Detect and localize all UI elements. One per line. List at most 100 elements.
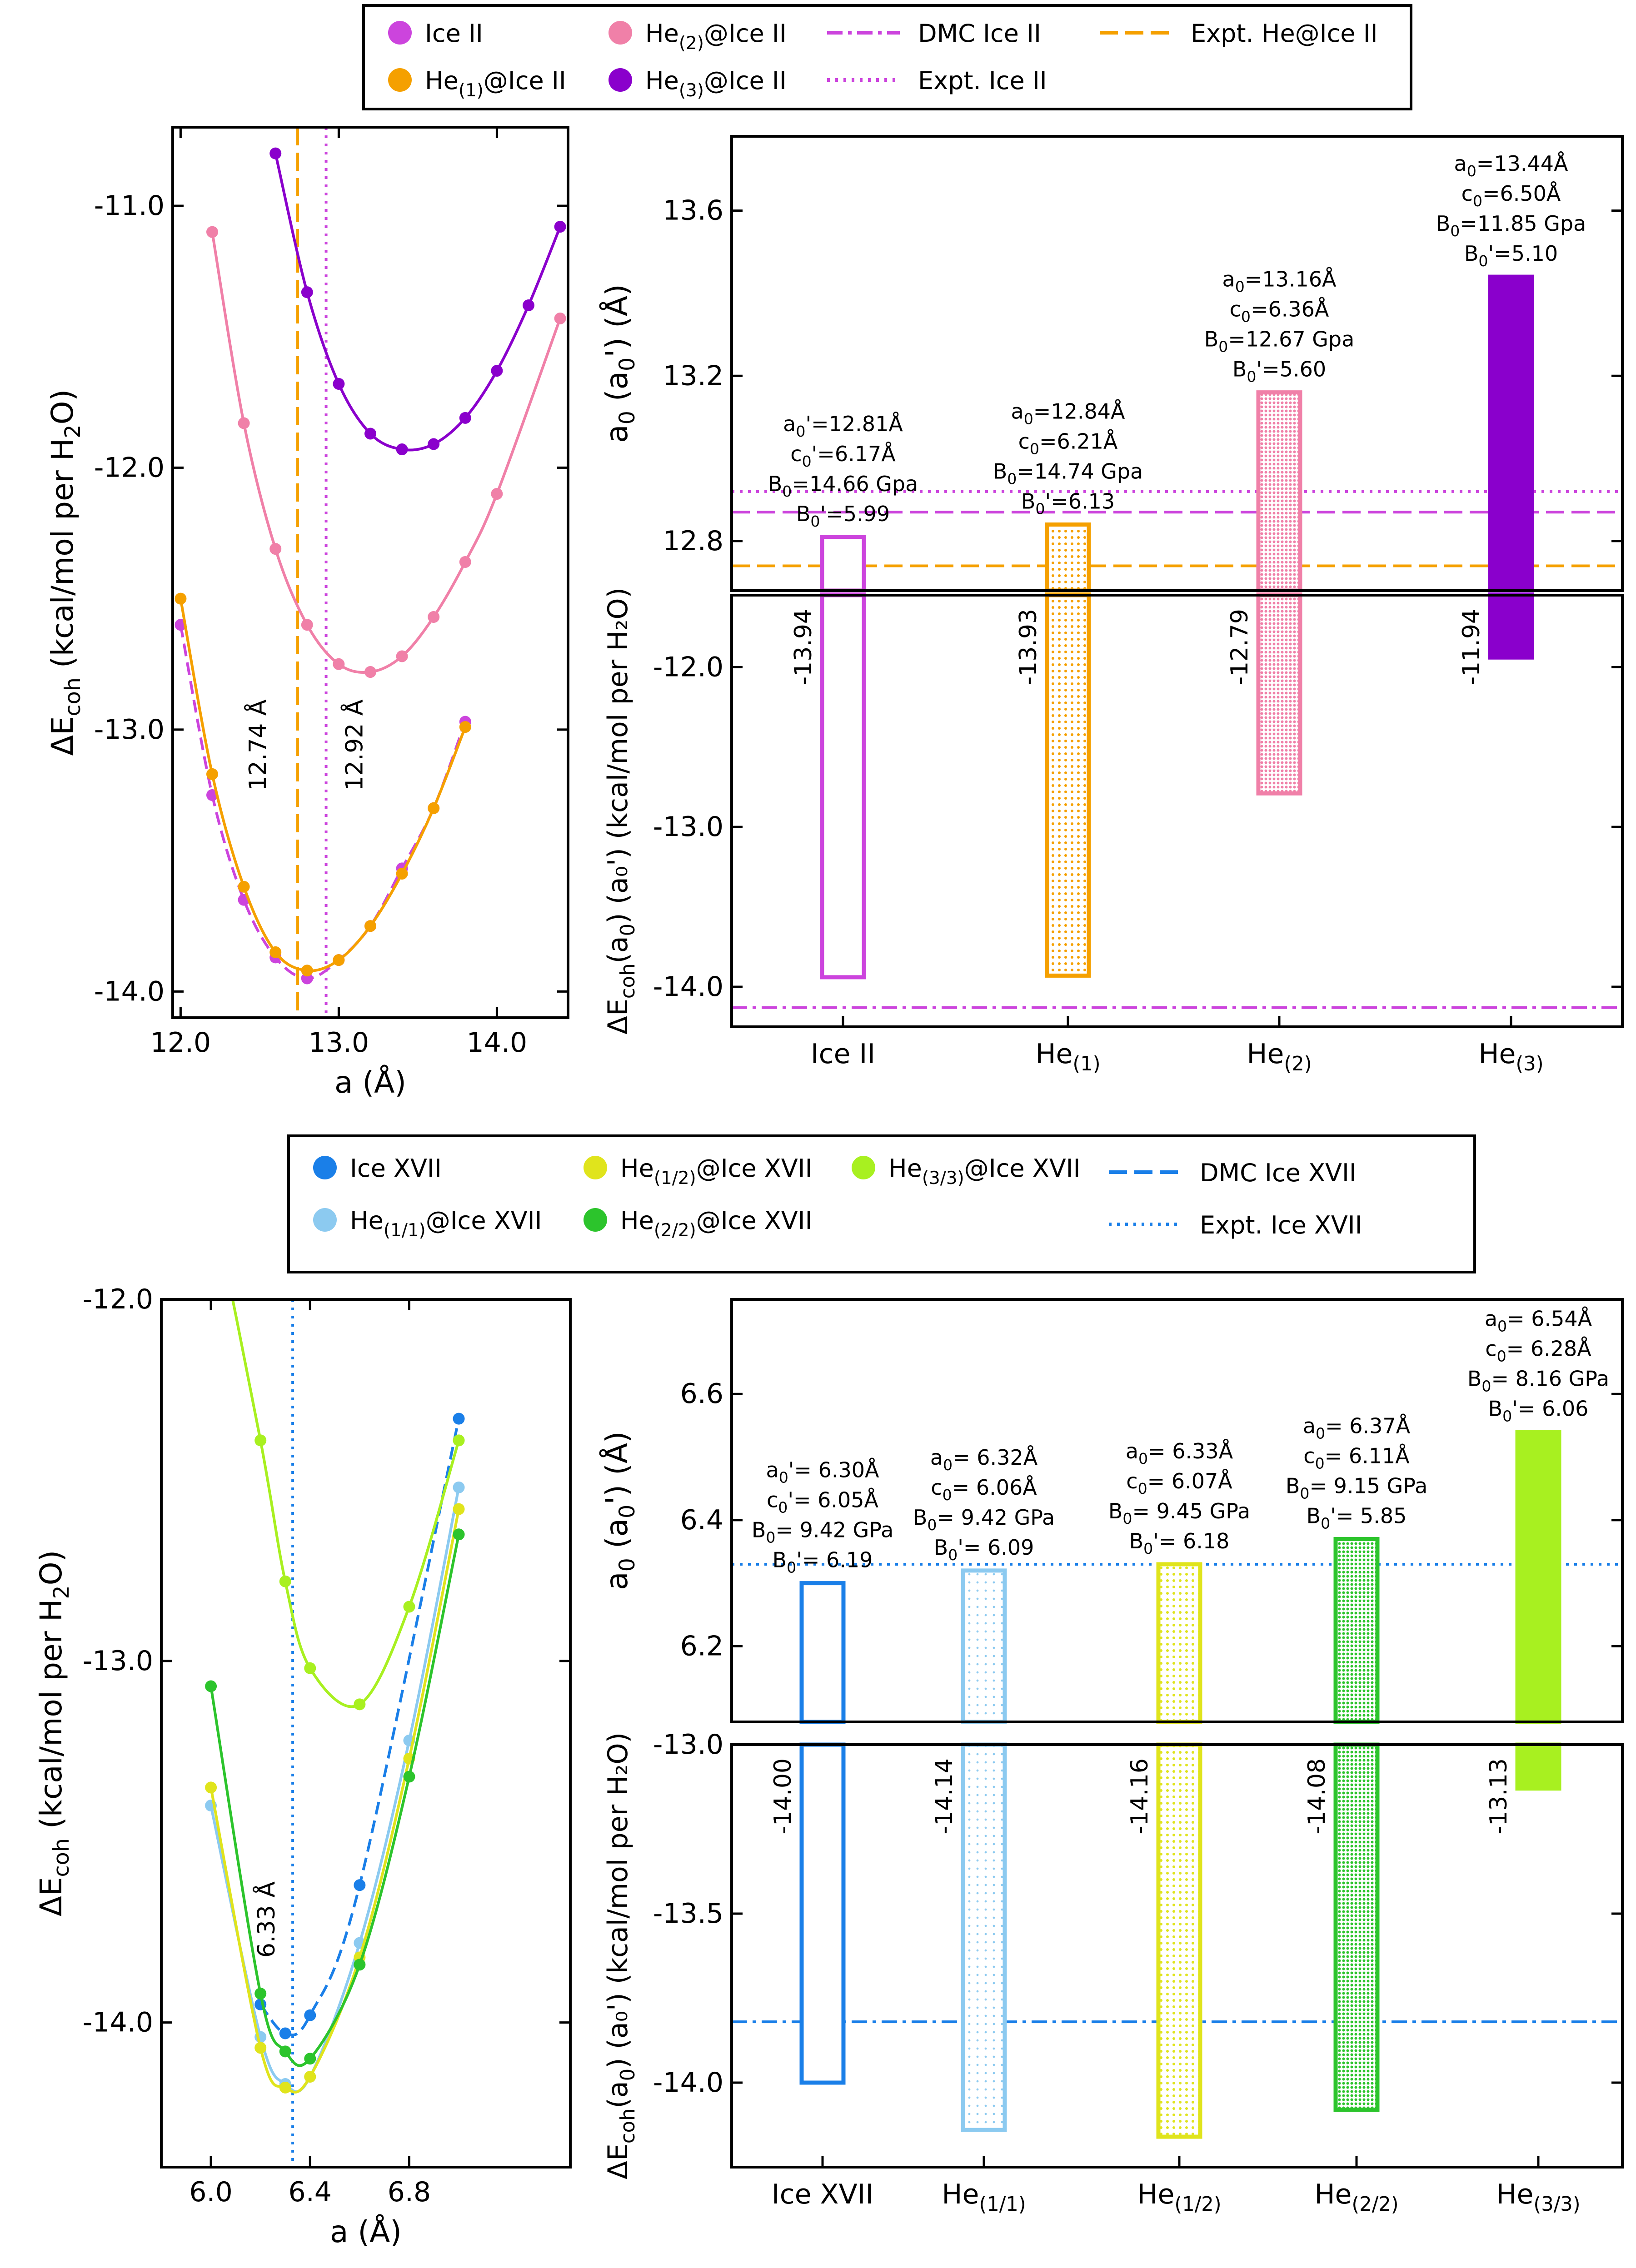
- category-label-sub: (3/3): [1533, 2193, 1580, 2216]
- legend-top-label-sub: (1): [459, 80, 484, 101]
- energy-bar: [1333, 1742, 1380, 2112]
- bar-annotation-value: =14.66 Gpa: [792, 472, 918, 496]
- y-tick-label: -13.0: [94, 714, 165, 746]
- category-label-main: He: [1314, 2178, 1352, 2210]
- bar-annotation: c0'= 6.05Å: [767, 1488, 879, 1517]
- data-point-he2: [206, 226, 218, 238]
- ice17_energy-frame: [730, 1743, 1624, 2169]
- bar-annotation-symbol: a: [1222, 267, 1235, 292]
- bar-annotation-symbol: c: [1303, 1443, 1315, 1468]
- lattice-bar: [1045, 522, 1091, 593]
- data-point-he2: [333, 658, 345, 670]
- bar-annotation-value: = 9.45 GPa: [1132, 1499, 1250, 1523]
- data-point-he1: [175, 592, 187, 605]
- y-tick-label: -13.5: [653, 1898, 723, 1930]
- data-point-he3: [396, 443, 408, 456]
- bar-annotation: a0'=12.81Å: [783, 412, 903, 440]
- category-label: Ice XVII: [772, 2178, 873, 2210]
- legend-bottom-label: Expt. Ice XVII: [1200, 1211, 1362, 1239]
- legend-top-entry: Ice II: [388, 19, 483, 48]
- data-point-he3: [491, 365, 503, 377]
- energy-bar-label: -14.16: [1126, 1758, 1153, 1835]
- y-axis-label-main: a: [599, 1572, 634, 1590]
- bar-annotation-symbol: B: [1108, 1499, 1123, 1523]
- bar-annotation: a0= 6.54Å: [1485, 1306, 1592, 1335]
- category-label: He(1/2): [1137, 2178, 1221, 2216]
- data-point-he33: [304, 1662, 316, 1674]
- bar-annotation-symbol: B: [1307, 1503, 1321, 1528]
- bar-annotation-symbol: a: [1454, 151, 1467, 176]
- data-point-he22: [254, 1988, 267, 1999]
- series-line-he22: [209, 1534, 460, 2067]
- y-axis-label-sub: 0: [615, 411, 640, 424]
- bar-annotation-value: = 8.16 GPa: [1491, 1366, 1609, 1391]
- data-point-he1: [428, 802, 440, 814]
- category-label-main: Ice II: [811, 1038, 875, 1070]
- legend-top-label-rest: @Ice II: [484, 66, 566, 95]
- bar-annotation-symbol: B: [1488, 1396, 1503, 1421]
- energy-bar-label: -14.14: [931, 1758, 958, 1835]
- y-tick-label: 6.6: [680, 1378, 723, 1410]
- series-line-he11: [209, 1487, 460, 2093]
- bar-annotation-sub: 0: [1467, 162, 1476, 180]
- energy-bar: [820, 593, 866, 980]
- bar-annotation-symbol: c: [1461, 181, 1473, 206]
- data-point-he12: [453, 1503, 465, 1515]
- data-point-he12: [205, 1781, 217, 1794]
- bar-annotation-value: = 6.32Å: [953, 1445, 1038, 1470]
- bar-annotation-value: =12.84Å: [1033, 399, 1125, 424]
- y-axis-label: ΔEcoh (kcal/mol per H2O): [34, 1550, 74, 1917]
- bar-annotation-symbol: c: [1485, 1336, 1496, 1361]
- data-point-he1: [364, 920, 376, 932]
- series-line-he1: [179, 598, 467, 972]
- ice2_energy-frame: [730, 594, 1624, 1028]
- bar-annotation-symbol: a: [1011, 399, 1024, 424]
- x-tick-label: 6.0: [189, 2176, 232, 2208]
- data-point-he33: [254, 1434, 267, 1447]
- legend-bottom-label-sub: (3/3): [922, 1168, 964, 1189]
- bar-annotation: c0= 6.11Å: [1303, 1443, 1410, 1472]
- data-point-he2: [238, 417, 250, 429]
- bar-annotation-symbol: B: [913, 1505, 928, 1530]
- ice2_curves-panel: 12.74 Å 12.92 Å 12.0 13.0 14.0 -14.0 -13.0 -12.…: [45, 126, 569, 1100]
- bar-annotation-value: =14.74 Gpa: [1017, 459, 1143, 484]
- bar-annotation-sub: 0: [787, 1559, 796, 1577]
- legend-top-label: He(1)@Ice II: [425, 66, 566, 101]
- y-axis-label-end: ) (a₀') (kcal/mol per H₂O): [602, 587, 634, 924]
- bar-annotation-sub: 0: [1497, 1347, 1506, 1365]
- bar-annotation-sub: 0: [1315, 1454, 1325, 1472]
- legend-bottom-label-sub: (1/1): [384, 1220, 426, 1241]
- data-point-he3: [554, 221, 566, 233]
- y-axis-label-rest: (a: [599, 371, 634, 411]
- y-tick-label: -13.0: [653, 1729, 723, 1761]
- bar-annotation-sub: 0: [779, 1469, 788, 1487]
- bar-annotation-sub: 0: [1218, 338, 1228, 356]
- data-point-he22: [205, 1680, 217, 1692]
- reference-line-label: 12.74 Å: [244, 699, 272, 791]
- bar-annotation-value: =6.36Å: [1251, 297, 1329, 322]
- legend-bottom-label-main: He: [888, 1154, 922, 1183]
- bar-annotation-sub: 0: [1122, 1510, 1132, 1527]
- bar-annotation: B0=14.66 Gpa: [768, 472, 918, 500]
- bar-annotation-value: '= 6.06: [1512, 1396, 1588, 1421]
- legend-bottom-label-rest: @Ice XVII: [426, 1206, 542, 1235]
- data-point-he22: [279, 2045, 291, 2058]
- bar-annotation: B0= 9.42 GPa: [913, 1505, 1055, 1534]
- bar-annotation-symbol: B: [1129, 1529, 1144, 1553]
- y-tick-label: -13.0: [83, 1645, 153, 1677]
- y-axis-label-end: ') (Å): [599, 284, 634, 358]
- bar-annotation-symbol: B: [1286, 1473, 1300, 1498]
- energy-bar: [1256, 593, 1302, 796]
- bar-annotation: B0'= 5.85: [1307, 1503, 1407, 1532]
- y-axis-label-main: ΔE: [45, 716, 80, 756]
- category-label-sub: (2/2): [1352, 2193, 1398, 2216]
- data-point-he2: [459, 556, 471, 568]
- legend-top-entry: Expt. Ice II: [827, 66, 1047, 95]
- bar-annotation: B0'= 6.06: [1488, 1396, 1589, 1425]
- bar-annotation-sub: 0: [1478, 252, 1488, 270]
- y-axis-label-end: ) (a₀') (kcal/mol per H₂O): [602, 1732, 634, 2069]
- y-axis-label-end: O): [34, 1550, 69, 1586]
